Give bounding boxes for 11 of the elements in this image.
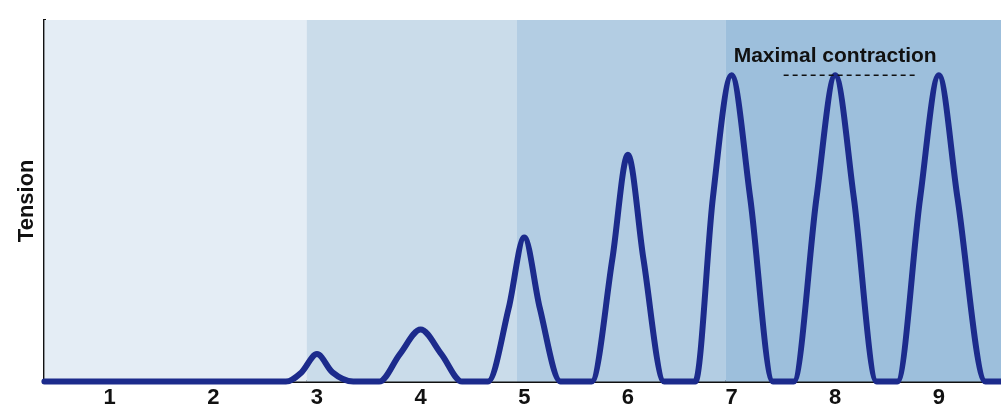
x-tick-label: 2	[207, 383, 220, 409]
x-tick-label: 4	[414, 383, 428, 409]
x-tick-label: 6	[621, 383, 635, 409]
x-tick-label: 5	[518, 383, 531, 409]
x-tick-label: 1	[103, 383, 116, 409]
x-tick-label: 9	[932, 383, 945, 409]
x-tick-label: 8	[829, 383, 842, 409]
x-tick-label: 3	[310, 383, 324, 409]
annotation: Maximal contraction	[733, 43, 937, 67]
x-tick-label: 7	[725, 383, 738, 409]
y-axis-title: Tension	[13, 159, 39, 243]
